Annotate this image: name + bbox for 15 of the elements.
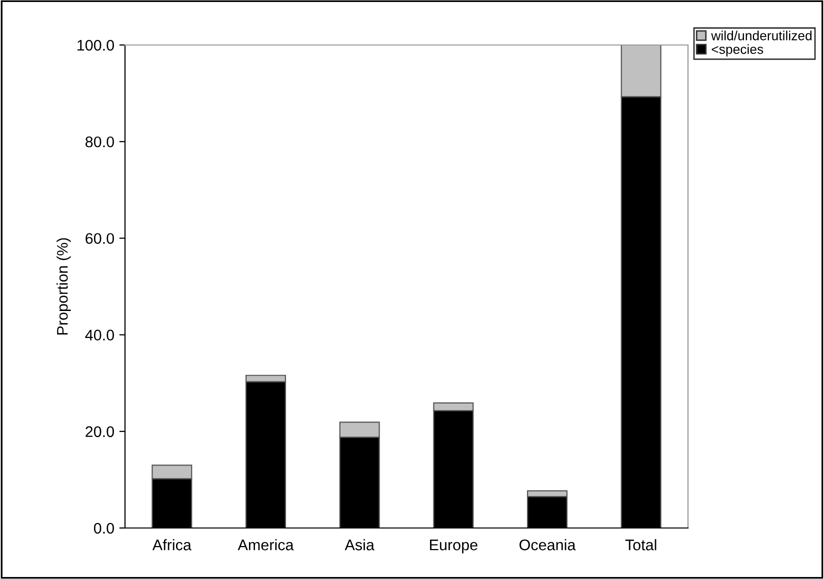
x-tick-label: Africa xyxy=(152,539,192,550)
x-tick-label: Europe xyxy=(430,540,478,554)
x-tick-label: Oceania xyxy=(520,539,576,550)
y-axis-title: Proportion (%) xyxy=(56,238,71,334)
y-tick-label: 40.0 xyxy=(85,330,114,340)
y-tick-label: 20.0 xyxy=(86,426,114,438)
legend-label: <species xyxy=(712,44,764,57)
y-tick-label: 100.0 xyxy=(78,40,114,51)
x-tick-label: America xyxy=(238,539,294,550)
x-tick-label: Asia xyxy=(344,539,374,550)
legend-label: wild/underutilized xyxy=(711,30,812,40)
y-tick-label: 80.0 xyxy=(86,136,114,148)
y-tick-label: 0.0 xyxy=(94,522,114,534)
x-tick-label: Total xyxy=(625,539,656,550)
y-tick-label: 60.0 xyxy=(86,233,114,244)
